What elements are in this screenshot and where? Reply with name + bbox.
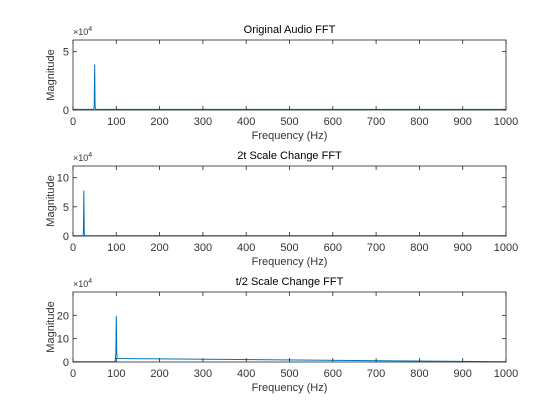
x-tick-label: 800	[410, 116, 428, 128]
x-tick-label: 500	[280, 242, 298, 254]
y-tick-label: 0	[63, 105, 69, 117]
x-tick-label: 200	[150, 242, 168, 254]
y-tick-label: 10	[57, 173, 69, 185]
y-axis-label: Magnitude	[45, 175, 57, 226]
y-tick-label: 5	[63, 47, 69, 59]
y-axis-label: Magnitude	[45, 49, 57, 100]
y-exponent-value: 4	[88, 152, 92, 159]
y-exponent-value: 4	[88, 278, 92, 285]
x-tick-label: 300	[194, 368, 212, 380]
y-tick-label: 0	[63, 357, 69, 369]
x-axis-label: Frequency (Hz)	[252, 256, 328, 268]
axes-box	[72, 39, 507, 111]
x-tick-label: 100	[107, 116, 125, 128]
y-axis-label: Magnitude	[45, 301, 57, 352]
x-tick-label: 600	[324, 242, 342, 254]
x-tick-label: 900	[454, 242, 472, 254]
x-tick-label: 400	[237, 116, 255, 128]
x-tick-label: 1000	[494, 116, 518, 128]
x-tick-label: 1000	[494, 242, 518, 254]
x-tick-label: 800	[410, 242, 428, 254]
axes-box	[72, 165, 507, 237]
subplot-2: 0 100 200 300 400 500 600 700 800 900 1000 0 5 10 ×104…	[45, 150, 518, 268]
x-tick-label: 600	[324, 116, 342, 128]
x-tick-label: 200	[150, 116, 168, 128]
subplot-3: 0 100 200 300 400 500 600 700 800 900 1000 0 10 20 ×10…	[45, 276, 518, 394]
x-tick-label: 700	[367, 242, 385, 254]
x-tick-label: 100	[107, 368, 125, 380]
chart-title: Original Audio FFT	[244, 24, 336, 36]
y-exponent-label: ×104	[73, 152, 92, 163]
y-tick-label: 5	[63, 202, 69, 214]
x-tick-label: 500	[280, 116, 298, 128]
x-tick-label: 0	[70, 242, 76, 254]
chart-title: t/2 Scale Change FFT	[236, 276, 344, 288]
x-axis-label: Frequency (Hz)	[252, 130, 328, 142]
y-tick-label: 20	[57, 310, 69, 322]
chart-title: 2t Scale Change FFT	[237, 150, 342, 162]
axes-box	[72, 291, 507, 363]
x-tick-label: 700	[367, 116, 385, 128]
x-tick-label: 300	[194, 116, 212, 128]
y-exponent-label: ×104	[73, 278, 92, 289]
x-tick-label: 400	[237, 242, 255, 254]
series-line	[73, 315, 507, 363]
x-tick-label: 100	[107, 242, 125, 254]
y-tick-label: 0	[63, 231, 69, 243]
y-exponent-value: 4	[88, 26, 92, 33]
x-tick-label: 200	[150, 368, 168, 380]
y-tick-label: 10	[57, 334, 69, 346]
x-tick-label: 800	[410, 368, 428, 380]
series-line	[73, 64, 506, 110]
x-tick-label: 900	[454, 116, 472, 128]
x-tick-label: 300	[194, 242, 212, 254]
y-exponent-label: ×104	[73, 26, 92, 37]
x-tick-label: 400	[237, 368, 255, 380]
x-axis-label: Frequency (Hz)	[252, 382, 328, 394]
series-line	[73, 190, 506, 237]
subplot-1: 0 100 200 300 400 500 600 700 800 900 1000 0 5 ×104 Or…	[45, 24, 518, 142]
x-tick-label: 1000	[494, 368, 518, 380]
x-tick-label: 500	[280, 368, 298, 380]
x-tick-label: 700	[367, 368, 385, 380]
x-tick-label: 900	[454, 368, 472, 380]
x-tick-label: 600	[324, 368, 342, 380]
x-tick-label: 0	[70, 368, 76, 380]
x-tick-label: 0	[70, 116, 76, 128]
